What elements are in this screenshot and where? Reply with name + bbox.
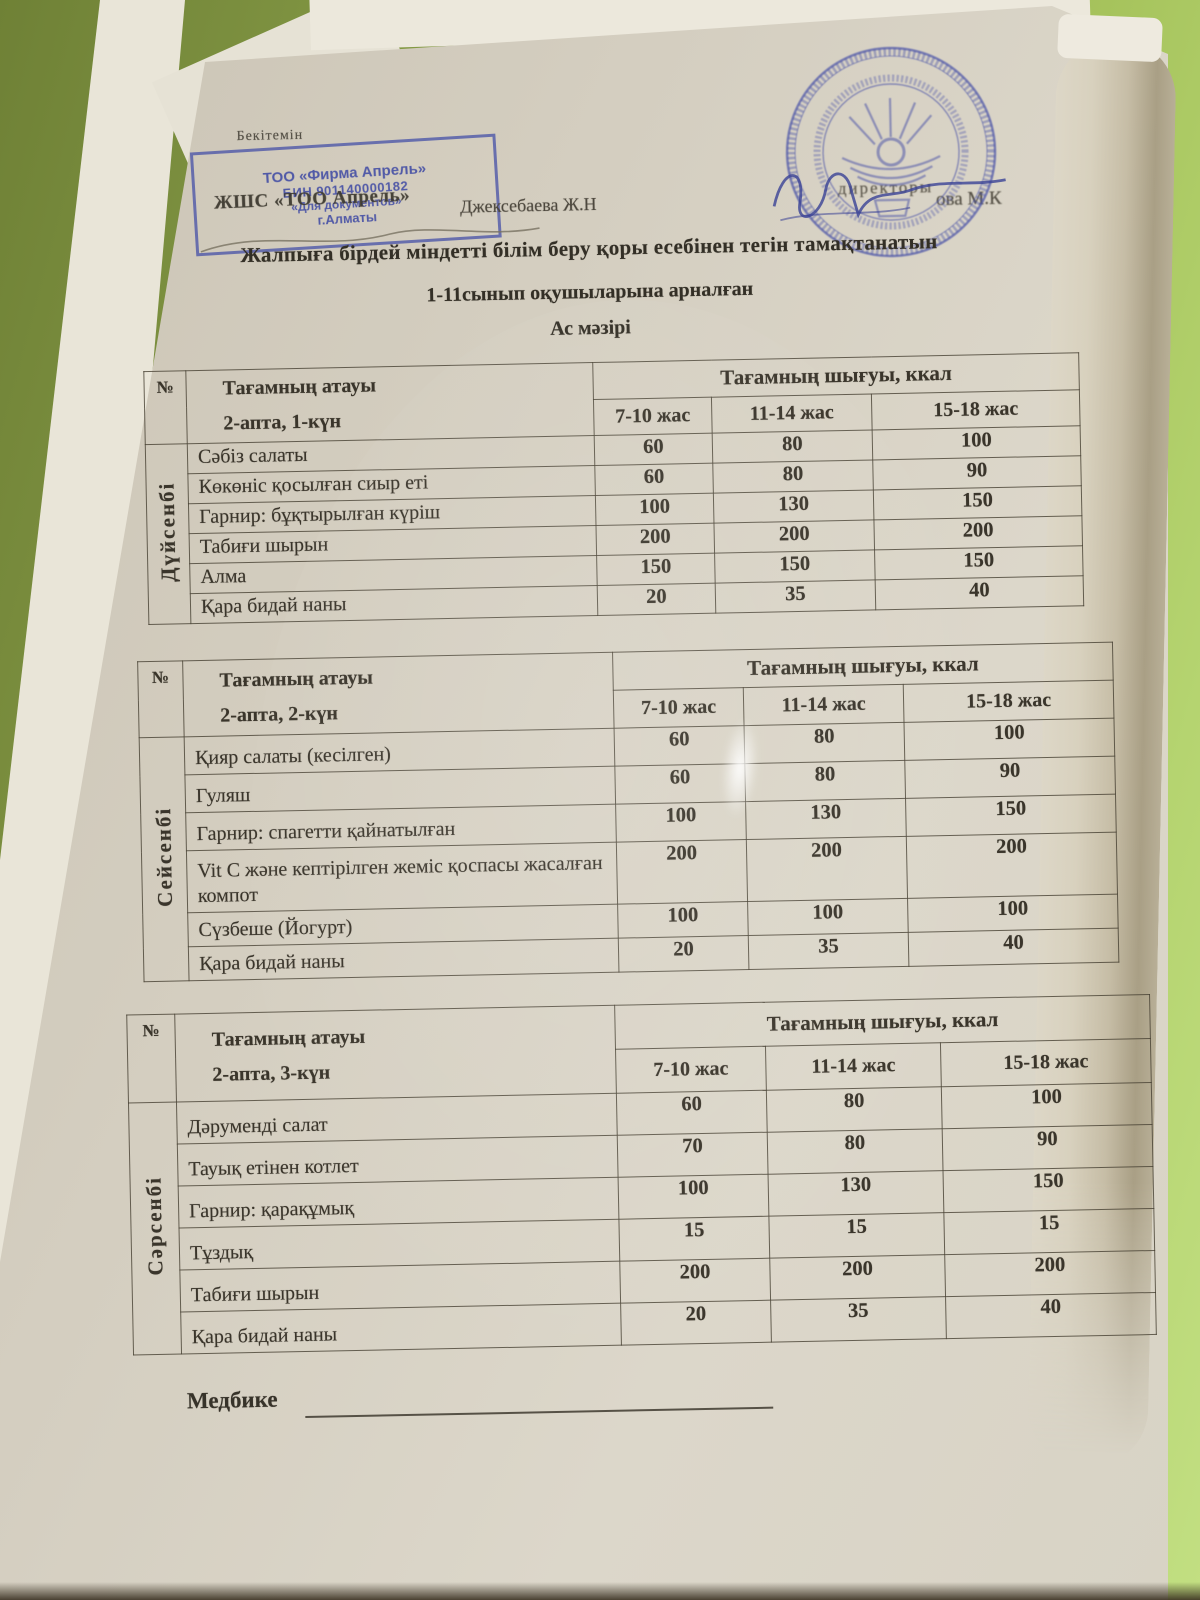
kcal-value-cell: 20 <box>618 935 749 973</box>
kcal-value-cell: 100 <box>747 898 909 936</box>
age-header: 7-10 жас <box>593 396 713 436</box>
kcal-value-cell: 80 <box>767 1128 944 1175</box>
age-header: 11-14 жас <box>743 684 905 726</box>
kcal-value-cell: 200 <box>746 836 908 902</box>
kcal-value-cell: 40 <box>945 1292 1157 1339</box>
week-day-label: 2-апта, 3-күн <box>212 1060 331 1086</box>
menu-table-day2: № Тағамның атауы 2-апта, 2-күн Тағамның … <box>137 642 1119 983</box>
kcal-value-cell: 200 <box>713 519 875 554</box>
menu-table-day1: № Тағамның атауы 2-апта, 1-күн Тағамның … <box>143 352 1084 625</box>
day-cell: Дүйсенбі <box>145 443 191 625</box>
kcal-value-cell: 150 <box>714 549 876 584</box>
dish-header: Тағамның атауы 2-апта, 2-күн <box>182 652 615 737</box>
kcal-value-cell: 100 <box>618 1174 769 1220</box>
kcal-value-cell: 80 <box>744 722 905 764</box>
age-header: 15-18 жас <box>903 680 1114 723</box>
kcal-value-cell: 80 <box>712 429 873 464</box>
kcal-value-cell: 130 <box>713 489 874 524</box>
age-header: 15-18 жас <box>940 1038 1152 1087</box>
kcal-value-cell: 100 <box>872 425 1081 460</box>
kcal-value-cell: 200 <box>944 1250 1156 1297</box>
nurse-label: Медбике <box>186 1386 278 1414</box>
kcal-value-cell: 150 <box>905 794 1117 837</box>
kcal-value-cell: 80 <box>766 1086 943 1133</box>
week-day-label: 2-апта, 2-күн <box>219 701 339 727</box>
kcal-value-cell: 150 <box>596 553 716 586</box>
kcal-value-cell: 15 <box>618 1216 770 1262</box>
kcal-value-cell: 100 <box>617 901 749 939</box>
kcal-value-cell: 150 <box>943 1166 1154 1213</box>
kcal-value-cell: 80 <box>744 760 906 802</box>
menu-heading: Ас мәзірі <box>550 316 632 340</box>
kcal-value-cell: 20 <box>620 1300 772 1346</box>
dish-name-cell: Vit C және кептірілген жеміс қоспасы жас… <box>186 842 618 913</box>
no-header: № <box>137 660 185 738</box>
age-header: 7-10 жас <box>613 687 745 729</box>
kcal-value-cell: 200 <box>906 832 1118 899</box>
age-header: 15-18 жас <box>871 389 1081 430</box>
left-signatory-name: Джексебаева Ж.Н <box>459 193 597 217</box>
kcal-value-cell: 130 <box>768 1170 944 1217</box>
day-cell: Сейсенбі <box>139 736 190 982</box>
kcal-value-cell: 15 <box>768 1212 945 1259</box>
no-header: № <box>126 1014 177 1104</box>
kcal-value-cell: 200 <box>769 1254 946 1301</box>
kcal-value-cell: 100 <box>904 718 1115 761</box>
kcal-value-cell: 100 <box>907 894 1119 933</box>
seal-signature-stroke <box>772 172 1006 222</box>
approved-label: Бекітемін <box>236 127 304 145</box>
kcal-value-cell: 60 <box>616 1090 768 1136</box>
kcal-value-cell: 40 <box>875 575 1084 610</box>
age-header: 7-10 жас <box>615 1046 767 1094</box>
kcal-value-cell: 150 <box>874 545 1084 580</box>
kcal-value-cell: 35 <box>715 579 876 614</box>
kcal-value-cell: 200 <box>873 515 1083 550</box>
kcal-value-cell: 200 <box>595 523 715 556</box>
kcal-value-cell: 35 <box>748 932 909 970</box>
kcal-value-cell: 90 <box>942 1124 1153 1171</box>
kcal-value-cell: 70 <box>617 1132 769 1178</box>
kcal-value-cell: 35 <box>770 1296 947 1343</box>
kcal-value-cell: 90 <box>904 756 1116 799</box>
official-seal <box>785 46 997 258</box>
age-header: 11-14 жас <box>711 393 873 434</box>
day-cell: Сәрсенбі <box>128 1102 182 1355</box>
kcal-value-cell: 100 <box>595 493 714 526</box>
signature-stroke <box>200 227 540 253</box>
kcal-value-cell: 80 <box>712 459 874 494</box>
kcal-value-cell: 15 <box>943 1208 1155 1255</box>
kcal-value-cell: 20 <box>597 583 716 616</box>
kcal-value-cell: 150 <box>873 485 1082 520</box>
kcal-value-cell: 60 <box>594 463 714 496</box>
kcal-value-cell: 200 <box>619 1258 771 1304</box>
dish-header: Тағамның атауы 2-апта, 1-күн <box>185 362 595 444</box>
kcal-value-cell: 40 <box>908 928 1119 967</box>
dish-header: Тағамның атауы 2-апта, 3-күн <box>174 1005 617 1103</box>
kcal-value-cell: 130 <box>745 798 907 840</box>
kcal-value-cell: 200 <box>616 839 748 905</box>
kcal-value-cell: 100 <box>941 1082 1153 1129</box>
week-day-label: 2-апта, 1-күн <box>223 410 342 435</box>
kcal-value-cell: 90 <box>872 455 1082 490</box>
paper-sheet <box>0 6 1168 1600</box>
day-label: Сәрсенбі <box>141 1176 168 1277</box>
photo-bottom-shadow <box>0 1582 1200 1600</box>
age-header: 11-14 жас <box>765 1042 942 1091</box>
no-header: № <box>143 370 188 445</box>
kcal-value-cell: 60 <box>594 433 713 466</box>
day-label: Сейсенбі <box>150 806 177 908</box>
dish-name-cell: Қара бидай наны <box>188 938 619 981</box>
day-label: Дүйсенбі <box>154 481 181 583</box>
menu-table-day3: № Тағамның атауы 2-апта, 3-күн Тағамның … <box>126 994 1157 1355</box>
dish-name-cell: Қара бидай наны <box>180 1303 622 1355</box>
nurse-signature-line <box>304 1378 774 1419</box>
